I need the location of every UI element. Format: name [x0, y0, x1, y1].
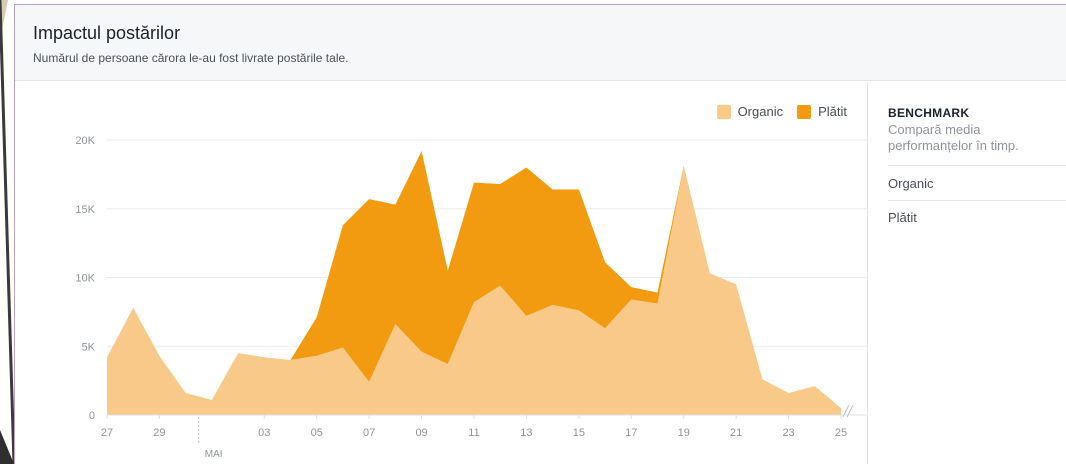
- benchmark-divider: [888, 200, 1066, 201]
- benchmark-title: BENCHMARK: [888, 106, 970, 120]
- benchmark-option-organic[interactable]: Organic: [888, 176, 934, 191]
- x-tick-label: 03: [258, 427, 270, 439]
- x-tick-label: 19: [678, 427, 690, 439]
- x-tick-label: 09: [415, 427, 427, 439]
- x-tick-label: 23: [782, 427, 794, 439]
- benchmark-option-paid[interactable]: Plătit: [888, 210, 917, 225]
- page-subtitle: Numărul de persoane cărora le-au fost li…: [33, 51, 349, 65]
- series-area-paid: [107, 151, 841, 409]
- reach-chart: 0 5K 10K 15K 20K 27 29 03 05 07 09 11 13 15 17 19 21 23 25…: [75, 135, 867, 460]
- legend-swatch-paid: [797, 104, 812, 119]
- benchmark-description: Compară media performanțelor în timp.: [888, 122, 1019, 153]
- x-tick-label: 11: [468, 427, 479, 439]
- page-title: Impactul postărilor: [33, 23, 181, 43]
- y-tick-label: 10K: [75, 273, 95, 285]
- chart-legend: Organic Plătit: [703, 104, 847, 119]
- x-tick-label: 27: [101, 427, 113, 439]
- legend-item-paid[interactable]: Plătit: [797, 104, 847, 119]
- y-tick-label: 5K: [82, 341, 96, 353]
- benchmark-sidebar: BENCHMARK Compară media performanțelor î…: [867, 82, 1066, 464]
- x-tick-label: 17: [625, 427, 637, 439]
- x-tick-label: 29: [153, 427, 165, 439]
- benchmark-divider: [888, 165, 1066, 166]
- chart-area: 0 5K 10K 15K 20K 27 29 03 05 07 09 11 13 15 17 19 21 23 25…: [15, 82, 867, 464]
- x-tick-label: 13: [520, 427, 532, 439]
- axis-break-mark: [846, 404, 854, 418]
- legend-item-organic[interactable]: Organic: [716, 104, 784, 119]
- y-tick-label: 0: [89, 410, 95, 422]
- x-tick-label: 15: [573, 427, 585, 439]
- month-label: MAI: [205, 449, 223, 460]
- x-tick-label: 25: [835, 427, 847, 439]
- legend-label-organic: Organic: [737, 104, 784, 119]
- y-tick-label: 20K: [75, 135, 95, 147]
- legend-swatch-organic: [716, 104, 731, 119]
- x-tick-label: 07: [363, 427, 375, 439]
- x-tick-label: 21: [730, 427, 742, 439]
- panel-header: Impactul postărilor Numărul de persoane …: [15, 5, 1066, 81]
- x-tick-label: 05: [311, 427, 323, 439]
- legend-label-paid: Plătit: [818, 104, 847, 119]
- insights-panel: Impactul postărilor Numărul de persoane …: [14, 4, 1066, 464]
- series-area-organic: [107, 167, 841, 415]
- axis-break-mark: [842, 404, 850, 418]
- y-tick-label: 15K: [75, 204, 95, 216]
